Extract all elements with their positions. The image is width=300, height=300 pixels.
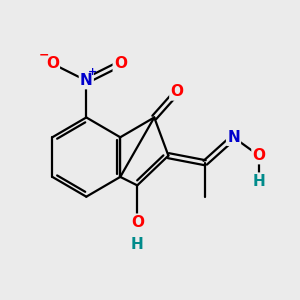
Text: N: N [80,73,93,88]
Text: O: O [170,85,183,100]
Text: O: O [114,56,127,71]
Text: O: O [46,56,59,71]
Text: −: − [39,48,49,61]
Text: +: + [88,67,97,77]
Text: O: O [253,148,266,163]
Text: O: O [131,215,144,230]
Text: H: H [131,237,144,252]
Text: H: H [253,174,266,189]
Text: N: N [227,130,240,145]
